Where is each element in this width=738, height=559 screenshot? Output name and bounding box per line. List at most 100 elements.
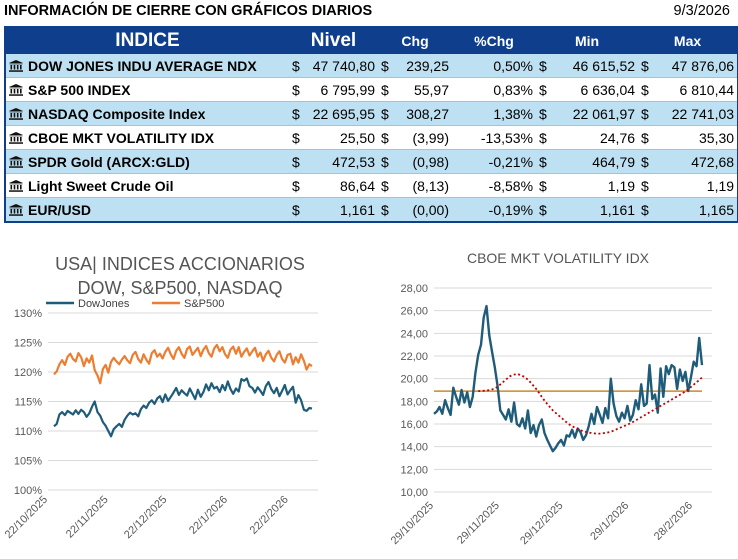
bank-icon (9, 155, 23, 168)
x-tick-label: 29/12/2025 (518, 500, 565, 547)
bank-icon (9, 59, 23, 72)
bank-icon (9, 179, 23, 192)
row-name: CBOE MKT VOLATILITY IDX (28, 129, 215, 146)
table-header-row: INDICE Nivel Chg %Chg Min Max (5, 27, 738, 54)
currency-symbol: $ (638, 125, 657, 150)
header-min: Min (536, 27, 639, 54)
row-name: Light Sweet Crude Oil (28, 177, 174, 194)
table-row: Light Sweet Crude Oil $86,64 $ (8,13) -8,58%… (5, 173, 738, 198)
currency-symbol: $ (638, 173, 657, 198)
currency-symbol: $ (536, 54, 555, 78)
currency-symbol: $ (378, 54, 397, 78)
row-name-cell: Light Sweet Crude Oil (5, 173, 289, 198)
row-chg: 55,97 (396, 77, 453, 102)
row-min: 464,79 (554, 149, 639, 174)
y-tick-label: 16,00 (400, 419, 428, 431)
y-tick-label: 130% (14, 308, 42, 320)
row-name-cell: EUR/USD (5, 197, 289, 222)
row-chg: (0,00) (396, 197, 453, 222)
row-chg: (8,13) (396, 173, 453, 198)
indices-chart: 100% 105% 110% 115% 120% 125% 130% 22/10/2025 22… (3, 299, 318, 541)
report-date: 9/3/2026 (673, 3, 730, 19)
x-tick-label: 29/1/2026 (588, 500, 631, 543)
table-row: CBOE MKT VOLATILITY IDX $25,50 $ (3,99) -13,… (5, 125, 738, 150)
y-tick-label: 120% (14, 367, 42, 379)
legend-label: S&P500 (184, 299, 224, 310)
x-tick-label: 22/1/2026 (187, 494, 230, 537)
currency-symbol: $ (289, 149, 307, 174)
table-row: S&P 500 INDEX $6 795,99 $55,97 0,83% $6 636,… (5, 77, 738, 102)
row-pchg: -13,53% (452, 125, 537, 150)
y-tick-label: 14,00 (400, 442, 428, 454)
currency-symbol: $ (638, 149, 657, 174)
y-tick-label: 18,00 (400, 396, 428, 408)
currency-symbol: $ (536, 77, 555, 102)
row-name-cell: S&P 500 INDEX (5, 77, 289, 102)
row-name-cell: CBOE MKT VOLATILITY IDX (5, 125, 289, 150)
row-nivel: 47 740,80 (307, 54, 379, 78)
series-line-dowjones (53, 377, 313, 438)
row-nivel: 25,50 (307, 125, 379, 150)
row-min: 22 061,97 (554, 101, 639, 126)
chart2-title: CBOE MKT VOLATILITY IDX (466, 250, 650, 266)
currency-symbol: $ (536, 149, 555, 174)
row-min: 46 615,52 (554, 54, 639, 78)
table-row: DOW JONES INDU AVERAGE NDX $47 740,80 $239… (5, 54, 738, 78)
x-tick-label: 22/11/2025 (64, 494, 111, 541)
row-pchg: 0,50% (452, 54, 537, 78)
bank-icon (9, 131, 23, 144)
currency-symbol: $ (536, 173, 555, 198)
row-chg: 239,25 (396, 54, 453, 78)
currency-symbol: $ (536, 197, 555, 222)
row-pchg: -0,19% (452, 197, 537, 222)
y-tick-label: 24,00 (400, 328, 428, 340)
currency-symbol: $ (638, 197, 657, 222)
currency-symbol: $ (536, 101, 555, 126)
row-min: 6 636,04 (554, 77, 639, 102)
row-pchg: -0,21% (452, 149, 537, 174)
x-tick-label: 22/10/2025 (3, 494, 50, 541)
y-tick-label: 10,00 (400, 487, 428, 499)
table-row: NASDAQ Composite Index $22 695,95 $308,27 1… (5, 101, 738, 126)
row-name: NASDAQ Composite Index (28, 105, 206, 122)
y-tick-label: 26,00 (400, 306, 428, 318)
row-pchg: -8,58% (452, 173, 537, 198)
row-min: 1,19 (554, 173, 639, 198)
header-max: Max (638, 27, 738, 54)
row-name-cell: DOW JONES INDU AVERAGE NDX (5, 54, 289, 78)
currency-symbol: $ (638, 54, 657, 78)
currency-symbol: $ (378, 173, 397, 198)
row-name: S&P 500 INDEX (28, 81, 131, 98)
row-chg: (3,99) (396, 125, 453, 150)
chart1-title: USA| INDICES ACCIONARIOS DOW, S&P500, NA… (20, 252, 340, 300)
row-chg: 308,27 (396, 101, 453, 126)
currency-symbol: $ (638, 101, 657, 126)
row-max: 35,30 (656, 125, 738, 150)
header-chg: Chg (378, 27, 453, 54)
currency-symbol: $ (378, 101, 397, 126)
x-tick-label: 22/2/2026 (248, 494, 291, 537)
chart1-subtitle: DOW, S&P500, NASDAQ (77, 278, 283, 298)
row-max: 1,165 (656, 197, 738, 222)
currency-symbol: $ (536, 125, 555, 150)
row-nivel: 86,64 (307, 173, 379, 198)
row-name: SPDR Gold (ARCX:GLD) (28, 153, 190, 170)
report-title: INFORMACIÓN DE CIERRE CON GRÁFICOS DIARI… (4, 3, 373, 19)
currency-symbol: $ (378, 77, 397, 102)
currency-symbol: $ (289, 173, 307, 198)
bank-icon (9, 203, 23, 216)
header-pchg: %Chg (452, 27, 537, 54)
currency-symbol: $ (289, 77, 307, 102)
row-pchg: 0,83% (452, 77, 537, 102)
currency-symbol: $ (638, 77, 657, 102)
row-name-cell: NASDAQ Composite Index (5, 101, 289, 126)
x-tick-label: 28/2/2026 (652, 500, 695, 543)
bank-icon (9, 83, 23, 96)
y-tick-label: 22,00 (400, 351, 428, 363)
bank-icon (9, 107, 23, 120)
chart1-title-line: USA| INDICES ACCIONARIOS (55, 254, 305, 274)
x-tick-label: 22/12/2025 (122, 494, 169, 541)
y-tick-label: 115% (15, 397, 43, 409)
row-nivel: 6 795,99 (307, 77, 379, 102)
row-chg: (0,98) (396, 149, 453, 174)
